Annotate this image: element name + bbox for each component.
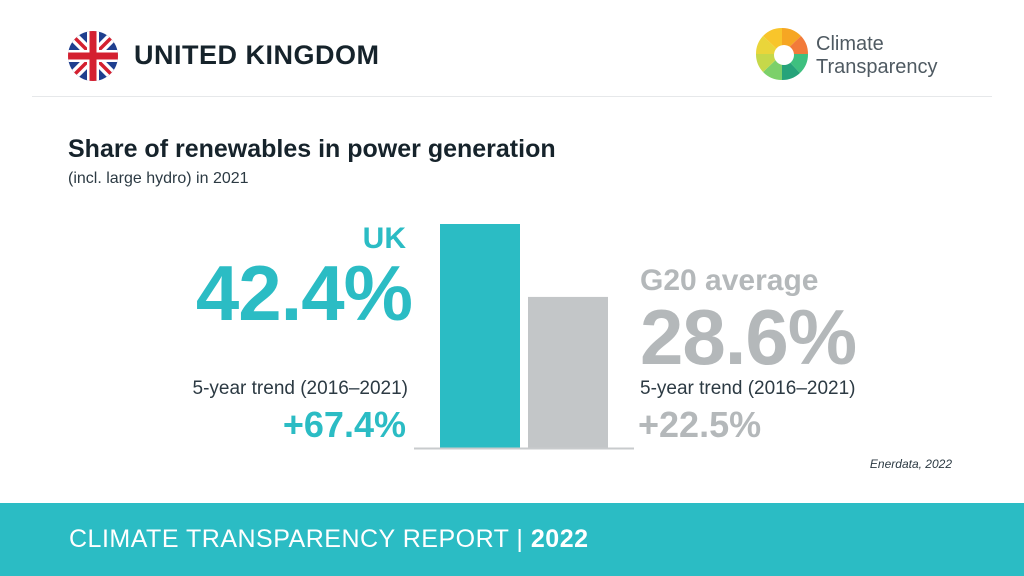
footer-report-title: CLIMATE TRANSPARENCY REPORT | — [69, 525, 524, 553]
header-divider — [32, 96, 992, 97]
footer-banner: CLIMATE TRANSPARENCY REPORT | 2022 — [0, 503, 1024, 576]
g20-label: G20 average — [640, 264, 819, 297]
uk-trend-label: 5-year trend (2016–2021) — [192, 378, 408, 399]
uk-value: 42.4% — [195, 249, 413, 337]
chart-title: Share of renewables in power generation — [68, 135, 556, 163]
brand-line-2: Transparency — [816, 56, 938, 78]
footer-year: 2022 — [530, 525, 589, 553]
bar-uk — [440, 224, 520, 448]
header: UNITED KINGDOM Climate Transparency — [0, 0, 1024, 98]
country-name: UNITED KINGDOM — [134, 40, 380, 70]
chart-subtitle: (incl. large hydro) in 2021 — [68, 170, 249, 187]
uk-trend-value: +67.4% — [282, 404, 406, 445]
g20-trend-label: 5-year trend (2016–2021) — [640, 378, 856, 399]
brand-line-1: Climate — [816, 33, 884, 55]
uk-label: UK — [362, 222, 406, 255]
climate-transparency-logo-icon — [754, 26, 810, 82]
source-note: Enerdata, 2022 — [869, 457, 952, 471]
bar-g20 — [528, 296, 608, 448]
g20-trend-value: +22.5% — [638, 404, 762, 445]
brand-name: Climate Transparency — [816, 33, 938, 79]
g20-value: 28.6% — [640, 293, 857, 381]
footer-text: CLIMATE TRANSPARENCY REPORT | 2022 — [69, 525, 589, 554]
bar-chart — [414, 224, 634, 450]
uk-flag-icon — [68, 31, 118, 81]
